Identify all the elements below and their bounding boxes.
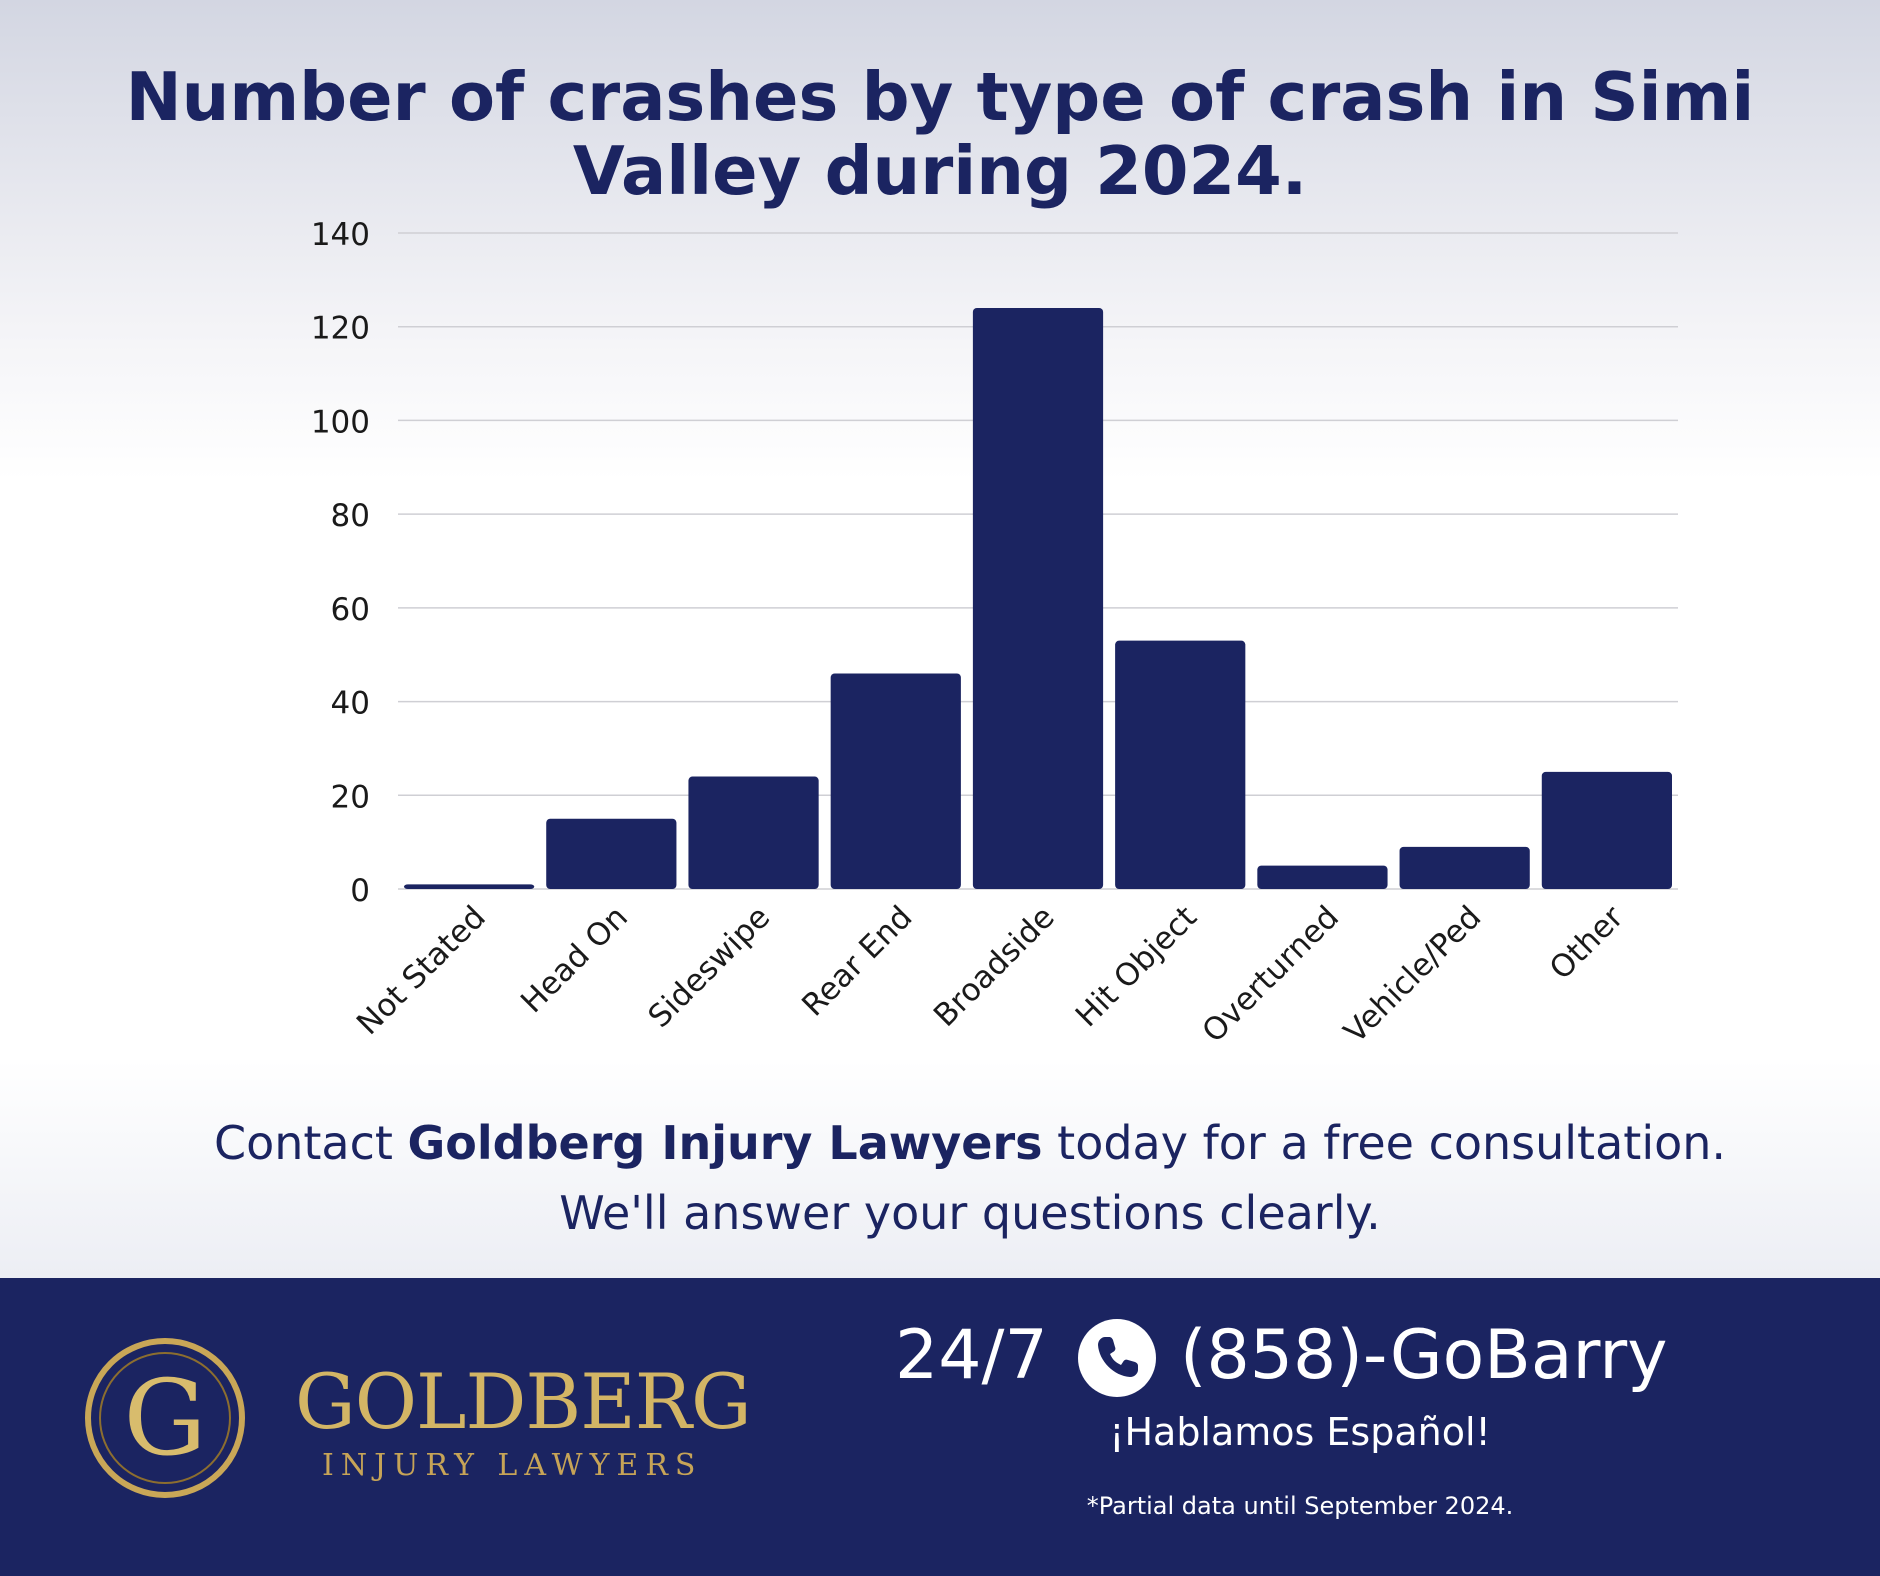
logo-emblem: G	[85, 1338, 245, 1498]
x-tick-label: Head On	[514, 899, 635, 1020]
x-tick-label: Not Stated	[350, 899, 493, 1042]
y-tick-label: 140	[311, 217, 370, 253]
y-tick-label: 100	[311, 404, 370, 440]
x-tick-label: Overturned	[1196, 899, 1347, 1050]
bar	[1115, 640, 1246, 889]
x-tick-label: Hit Object	[1069, 899, 1204, 1034]
phone-icon[interactable]	[1078, 1319, 1156, 1397]
phone-line[interactable]: 24/7 (858)-GoBarry	[880, 1311, 1840, 1401]
contact-prefix: Contact	[213, 1116, 408, 1170]
phone-number[interactable]: (858)-GoBarry	[1180, 1316, 1668, 1395]
x-tick-label: Vehicle/Ped	[1337, 899, 1488, 1050]
phone-glyph	[1098, 1337, 1138, 1377]
bar	[1399, 846, 1530, 889]
y-tick-label: 120	[311, 311, 370, 347]
y-tick-label: 60	[331, 592, 370, 628]
logo-letter: G	[123, 1357, 207, 1479]
data-footnote: *Partial data until September 2024.	[1086, 1492, 1514, 1520]
y-tick-label: 20	[331, 779, 370, 815]
x-tick-label: Other	[1543, 899, 1631, 987]
y-tick-label: 80	[331, 498, 370, 534]
firm-name-link[interactable]: Goldberg Injury Lawyers	[407, 1116, 1043, 1170]
contact-line-2: We'll answer your questions clearly.	[559, 1186, 1381, 1240]
bar	[830, 673, 961, 889]
bar	[1257, 865, 1388, 889]
contact-suffix: today for a free consultation.	[1042, 1116, 1727, 1170]
chart-title: Number of crashes by type of crash in Si…	[125, 58, 1755, 210]
x-tick-label: Sideswipe	[642, 899, 778, 1035]
x-tick-label: Rear End	[795, 899, 919, 1023]
footer-banner: G GOLDBERG INJURY LAWYERS 24/7 (858)-GoB…	[0, 1278, 1880, 1576]
bar	[404, 884, 535, 889]
brand-subtitle: INJURY LAWYERS	[322, 1448, 703, 1483]
bar	[688, 776, 819, 889]
hours-label: 24/7	[895, 1316, 1048, 1395]
contact-line-1: Contact Goldberg Injury Lawyers today fo…	[90, 1115, 1850, 1171]
x-tick-label: Broadside	[927, 899, 1062, 1034]
brand-name: GOLDBERG	[295, 1357, 752, 1446]
y-tick-label: 0	[350, 873, 370, 909]
bar	[972, 307, 1104, 889]
spanish-spoken-label: ¡Hablamos Español!	[1109, 1410, 1491, 1454]
bar	[1541, 771, 1672, 889]
bar	[546, 818, 677, 889]
y-tick-label: 40	[331, 686, 370, 722]
logo-inner-ring	[99, 1352, 231, 1484]
bar-chart: 0 20 40 60 80 100 120 140 Not Stated Head On Sides…	[311, 217, 1678, 1050]
